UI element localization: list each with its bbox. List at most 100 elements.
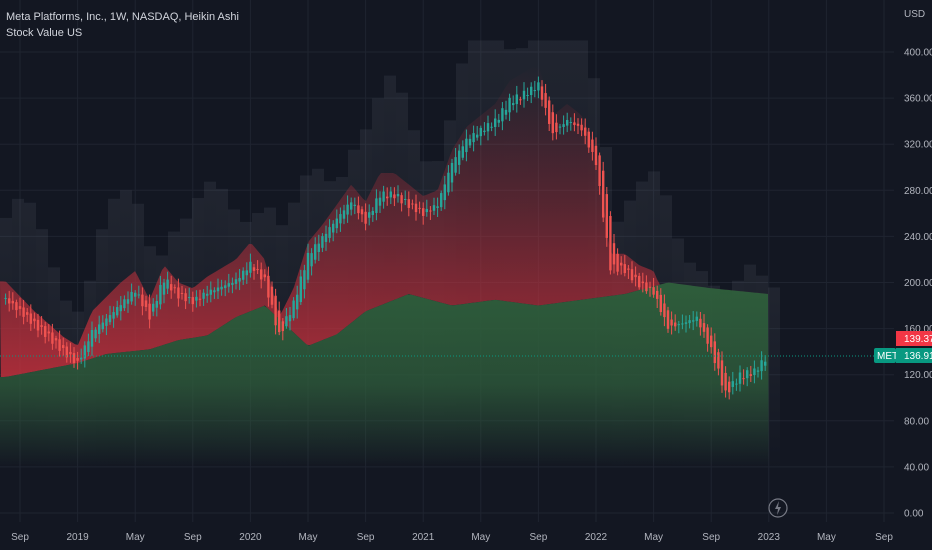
candle-body	[202, 292, 205, 299]
candle-body	[123, 299, 126, 309]
price-tick-label: 400.00	[904, 48, 932, 59]
candle-body	[684, 322, 688, 324]
candle-body	[760, 360, 763, 372]
candle-body	[36, 319, 40, 331]
price-tick-label: 240.00	[904, 232, 932, 243]
candle-body	[731, 381, 734, 387]
candle-body	[105, 318, 108, 326]
candle-body	[126, 299, 130, 304]
candle-body	[206, 293, 209, 296]
candle-body	[702, 323, 706, 332]
candle-body	[220, 286, 223, 290]
candle-body	[62, 345, 65, 348]
price-badges: META 139.37 136.91	[0, 331, 932, 363]
candle-body	[65, 346, 68, 358]
candle-body	[324, 233, 328, 242]
candle-body	[317, 243, 320, 252]
price-tick-label: 80.00	[904, 416, 929, 427]
candle-body	[440, 193, 443, 208]
candle-body	[695, 316, 698, 321]
candle-body	[458, 150, 461, 165]
candle-body	[227, 283, 230, 287]
candle-body	[389, 191, 392, 198]
candle-body	[371, 210, 374, 215]
symbol-title[interactable]: Meta Platforms, Inc., 1W, NASDAQ, Heikin…	[6, 11, 239, 23]
candle-body	[609, 216, 612, 271]
candle-body	[299, 276, 302, 303]
candle-body	[267, 275, 270, 298]
candle-body	[47, 331, 50, 334]
candle-body	[530, 86, 533, 96]
candle-body	[756, 370, 760, 372]
candle-body	[652, 287, 655, 295]
candle-body	[382, 191, 385, 202]
candle-body	[357, 205, 360, 214]
time-tick-label: Sep	[11, 532, 29, 543]
indicator-title[interactable]: Stock Value US	[6, 27, 83, 39]
candle-body	[598, 155, 601, 186]
candle-body	[476, 134, 479, 138]
candle-body	[4, 297, 7, 299]
time-tick-label: May	[126, 532, 145, 543]
candle-body	[191, 297, 194, 305]
candle-body	[483, 130, 486, 133]
candle-body	[659, 294, 662, 313]
candle-body	[170, 284, 173, 291]
price-tick-label: 120.00	[904, 370, 932, 381]
replay-lightning-button[interactable]	[768, 498, 788, 518]
candle-body	[418, 207, 421, 209]
candle-body	[94, 329, 97, 339]
candle-body	[184, 293, 187, 302]
candle-body	[569, 122, 572, 124]
candles	[4, 76, 767, 400]
candle-body	[432, 205, 436, 211]
candle-body	[310, 253, 313, 267]
candle-body	[656, 290, 659, 299]
candle-body	[141, 294, 144, 307]
candle-body	[627, 268, 630, 270]
candle-body	[634, 274, 637, 278]
candle-body	[378, 197, 382, 206]
currency-label: USD	[904, 9, 925, 20]
candle-body	[551, 112, 554, 134]
time-tick-label: 2020	[239, 532, 262, 543]
candle-body	[90, 329, 94, 347]
candle-body	[677, 324, 680, 326]
time-tick-label: May	[817, 532, 836, 543]
candle-body	[720, 360, 724, 386]
candle-body	[461, 146, 464, 158]
candle-body	[688, 320, 691, 324]
candle-body	[263, 274, 266, 278]
candle-body	[166, 279, 169, 289]
candle-body	[724, 372, 727, 391]
candle-body	[443, 184, 446, 201]
candle-body	[162, 282, 166, 295]
candle-body	[238, 277, 241, 282]
candle-body	[342, 210, 346, 219]
candle-body	[533, 90, 536, 92]
candle-body	[407, 199, 410, 208]
last-price-badge: 136.91	[904, 351, 932, 362]
candle-body	[706, 327, 709, 344]
price-tick-label: 160.00	[904, 324, 932, 335]
candle-body	[278, 310, 281, 333]
candle-body	[558, 126, 562, 128]
fair-value-band	[0, 282, 769, 467]
time-tick-label: May	[299, 532, 318, 543]
candle-body	[216, 287, 220, 292]
candle-body	[699, 318, 702, 328]
lightning-icon	[775, 501, 781, 515]
candle-body	[116, 307, 119, 316]
candle-body	[620, 262, 623, 266]
candle-body	[645, 282, 648, 292]
candle-body	[249, 261, 252, 273]
candle-body	[742, 378, 745, 380]
candle-body	[152, 303, 155, 312]
candle-body	[321, 236, 324, 248]
candle-body	[486, 123, 490, 132]
candle-body	[231, 282, 234, 285]
candle-body	[436, 206, 439, 208]
candle-body	[717, 352, 720, 369]
candle-body	[764, 361, 767, 366]
